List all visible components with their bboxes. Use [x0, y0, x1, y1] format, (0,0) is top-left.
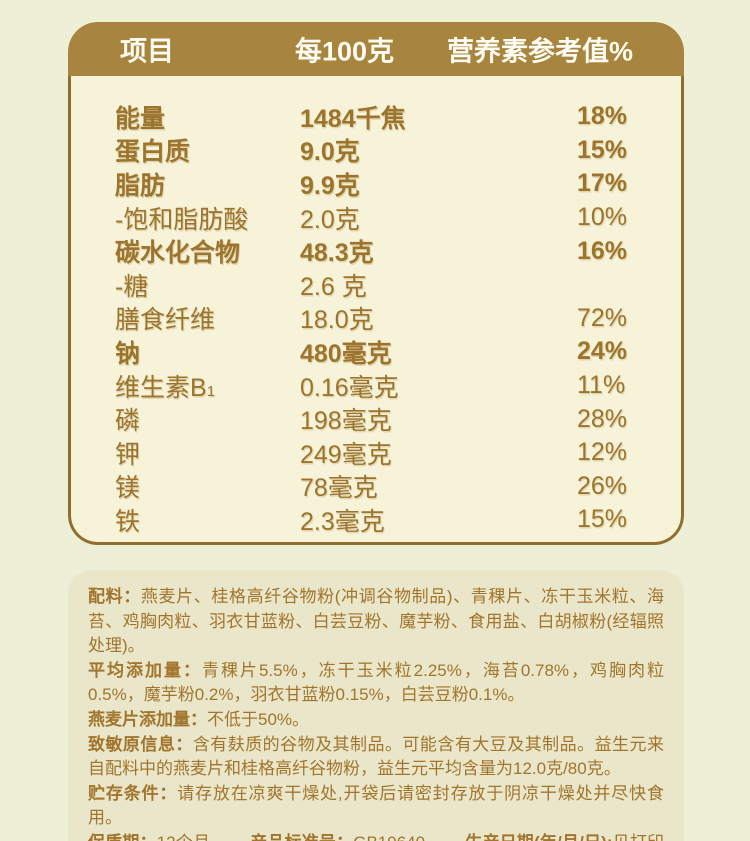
info-label: 保质期： — [88, 833, 157, 841]
nutrition-table-header: 项目 每100克 营养素参考值% — [68, 22, 684, 76]
column-header-per-100g: 每100克 — [295, 36, 395, 67]
row-nrv: 72% — [577, 303, 628, 332]
row-label: 铁 — [115, 507, 141, 536]
row-value: 0.16毫克 — [300, 373, 399, 402]
table-row: 钾 249毫克 12% — [71, 436, 681, 470]
row-nrv: 24% — [577, 337, 628, 366]
row-label: 镁 — [115, 474, 141, 503]
row-value: 198毫克 — [300, 407, 392, 436]
table-row: -饱和脂肪酸 2.0克 10% — [71, 201, 681, 235]
row-value: 2.0克 — [300, 205, 360, 234]
info-text: 请存放在凉爽干燥处,开袋后请密封存放于阴凉干燥处并尽快食用。 — [88, 783, 664, 828]
row-label: 磷 — [115, 407, 141, 436]
table-row: 钠 480毫克 24% — [71, 335, 681, 369]
column-header-item: 项目 — [120, 36, 174, 67]
info-panel: 配料：燕麦片、桂格高纤谷物粉(冲调谷物制品)、青稞片、冻干玉米粒、海苔、鸡胸肉粒… — [68, 570, 684, 841]
info-text: 燕麦片、桂格高纤谷物粉(冲调谷物制品)、青稞片、冻干玉米粒、海苔、鸡胸肉粒、羽衣… — [88, 587, 665, 656]
info-text: 见打印处 — [88, 833, 664, 841]
row-label: 钠 — [115, 339, 141, 368]
info-line: 致敏原信息：含有麸质的谷物及其制品。可能含有大豆及其制品。益生元来自配料中的燕麦… — [88, 733, 664, 782]
info-text: 含有麸质的谷物及其制品。可能含有大豆及其制品。益生元来自配料中的燕麦片和桂格高纤… — [88, 734, 664, 779]
row-nrv: 26% — [577, 471, 628, 500]
row-value: 1484千焦 — [300, 104, 406, 133]
info-line: 贮存条件：请存放在凉爽干燥处,开袋后请密封存放于阴凉干燥处并尽快食用。 — [88, 782, 664, 831]
row-label: -饱和脂肪酸 — [115, 205, 249, 234]
row-label: 膳食纤维 — [115, 306, 216, 335]
row-label: 钾 — [115, 440, 141, 469]
info-label: 燕麦片添加量： — [88, 709, 207, 729]
table-row: 脂肪 9.9克 17% — [71, 167, 681, 201]
row-label: 蛋白质 — [115, 138, 191, 167]
row-label: 脂肪 — [115, 171, 166, 200]
row-value: 9.0克 — [300, 138, 360, 167]
row-value: 2.6 克 — [300, 272, 367, 301]
row-value: 2.3毫克 — [300, 507, 385, 536]
info-line: 平均添加量：青稞片5.5%，冻干玉米粒2.25%，海苔0.78%，鸡胸肉粒0.5… — [88, 659, 664, 708]
row-value: 18.0克 — [300, 306, 374, 335]
row-nrv: 12% — [577, 438, 628, 467]
row-nrv: 11% — [577, 371, 626, 400]
info-text: 不低于50%。 — [207, 709, 310, 729]
row-label: -糖 — [115, 272, 149, 301]
column-header-nrv: 营养素参考值% — [447, 36, 634, 67]
info-text: 青稞片5.5%，冻干玉米粒2.25%，海苔0.78%，鸡胸肉粒0.5%，魔芋粉0… — [88, 660, 665, 705]
table-row: 蛋白质 9.0克 15% — [71, 134, 681, 168]
table-row: 膳食纤维 18.0克 72% — [71, 302, 681, 336]
nutrition-table: 项目 每100克 营养素参考值% 能量 1484千焦 18% 蛋白质 9.0克 15% 脂肪… — [68, 22, 684, 545]
row-nrv: 15% — [577, 505, 628, 534]
row-label: 维生素B1 — [115, 373, 216, 402]
info-line: 燕麦片添加量：不低于50%。 — [88, 708, 664, 733]
info-text: 12个月 — [157, 833, 210, 841]
info-text: GB19640 — [353, 833, 425, 841]
info-label: 产品标准号： — [250, 833, 353, 841]
table-row: -糖 2.6 克 — [71, 268, 681, 302]
info-label: 配料： — [88, 587, 141, 606]
row-value: 48.3克 — [300, 239, 374, 268]
info-line: 配料：燕麦片、桂格高纤谷物粉(冲调谷物制品)、青稞片、冻干玉米粒、海苔、鸡胸肉粒… — [88, 585, 664, 659]
row-value: 249毫克 — [300, 440, 392, 469]
info-label: 贮存条件： — [88, 783, 178, 803]
table-row: 磷 198毫克 28% — [71, 402, 681, 436]
info-label: 生产日期(年/月/日): — [465, 833, 612, 841]
row-value: 9.9克 — [300, 171, 360, 200]
row-nrv: 15% — [577, 135, 628, 164]
info-line: 保质期：12个月 产品标准号：GB19640 生产日期(年/月/日):见打印处 — [88, 831, 664, 841]
row-nrv: 17% — [577, 169, 628, 198]
row-nrv: 18% — [577, 102, 628, 131]
row-nrv: 10% — [577, 203, 628, 232]
table-row: 铁 2.3毫克 15% — [71, 503, 681, 537]
row-label: 碳水化合物 — [115, 239, 241, 268]
row-nrv: 28% — [577, 404, 628, 433]
table-row: 镁 78毫克 26% — [71, 470, 681, 504]
nutrition-table-body: 能量 1484千焦 18% 蛋白质 9.0克 15% 脂肪 9.9克 17% -饱和脂肪酸 2.0克… — [68, 76, 684, 545]
row-value: 480毫克 — [300, 339, 392, 368]
table-row: 能量 1484千焦 18% — [71, 100, 681, 134]
row-label-subscript: 1 — [206, 382, 216, 400]
table-row: 碳水化合物 48.3克 16% — [71, 234, 681, 268]
row-nrv: 16% — [577, 236, 628, 265]
info-label: 致敏原信息： — [88, 734, 193, 754]
row-label: 能量 — [115, 104, 166, 133]
row-value: 78毫克 — [300, 474, 378, 503]
info-label: 平均添加量： — [88, 660, 202, 680]
table-row: 维生素B1 0.16毫克 11% — [71, 369, 681, 403]
